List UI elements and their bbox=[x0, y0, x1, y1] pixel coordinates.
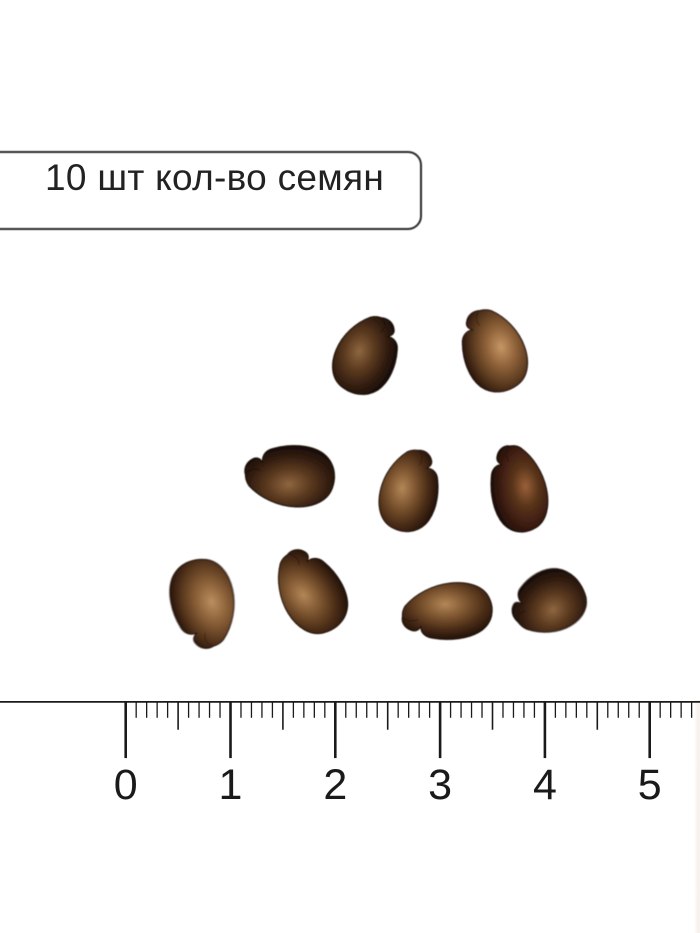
svg-text:4: 4 bbox=[533, 761, 557, 809]
svg-text:1: 1 bbox=[219, 761, 243, 809]
svg-text:2: 2 bbox=[323, 761, 347, 809]
svg-text:3: 3 bbox=[428, 761, 452, 809]
svg-text:0: 0 bbox=[114, 761, 138, 809]
svg-text:5: 5 bbox=[638, 761, 662, 809]
